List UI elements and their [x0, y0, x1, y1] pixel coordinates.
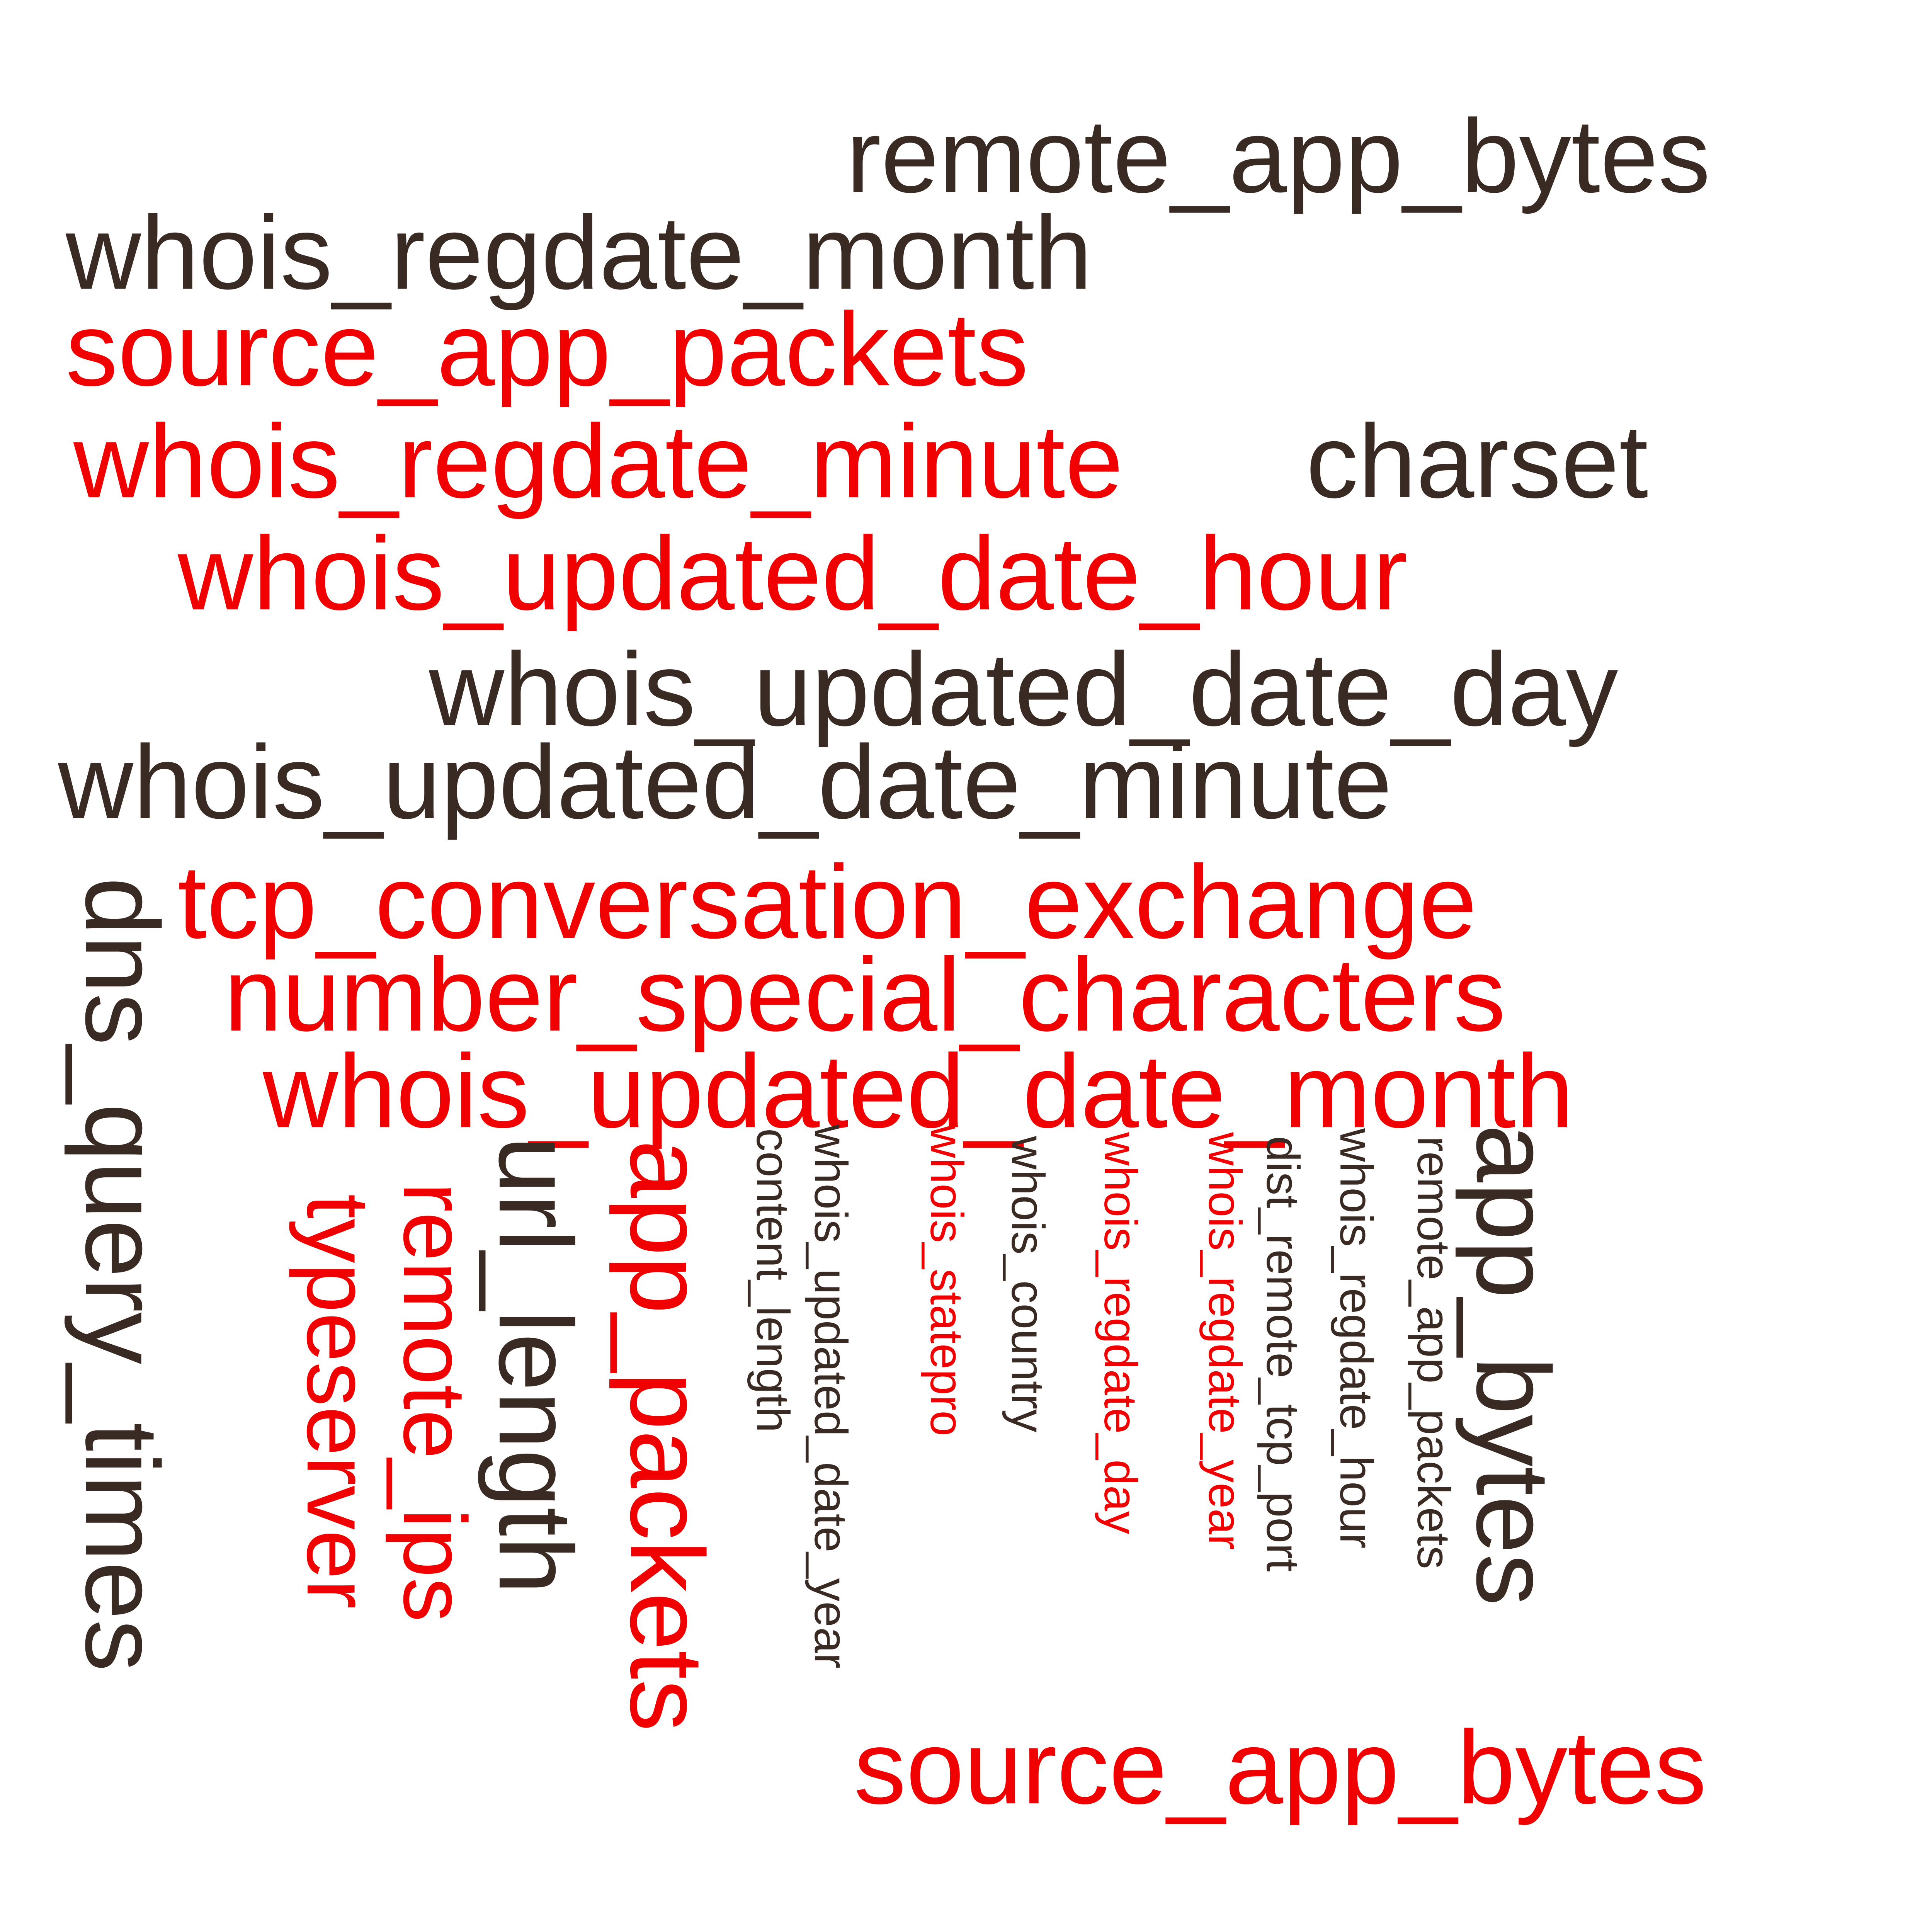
word-whois-updated-date-day: whois_updated_date_day	[429, 631, 1618, 748]
word-whois-regdate-day: whois_regdate_day	[1095, 1132, 1146, 1534]
word-whois-statepro: whois_statepro	[921, 1124, 973, 1437]
word-whois-regdate-year: whois_regdate_year	[1199, 1132, 1251, 1550]
word-whois-updated-date-month: whois_updated_date_month	[263, 1033, 1574, 1150]
word-remote-ips: remote_ips	[385, 1182, 485, 1622]
word-whois-regdate-minute: whois_regdate_minute	[73, 403, 1123, 520]
word-source-app-packets: source_app_packets	[66, 291, 1029, 408]
word-dns-query-times: dns_query_times	[64, 877, 180, 1672]
word-content-length: content_length	[747, 1128, 799, 1433]
word-url-length: url_length	[477, 1136, 594, 1594]
word-source-app-bytes: source_app_bytes	[854, 1709, 1707, 1826]
word-tcp-conversation-exchange: tcp_conversation_exchange	[178, 844, 1477, 960]
word-app-bytes: app_bytes	[1455, 1124, 1571, 1606]
word-app-packets: app_packets	[609, 1140, 725, 1732]
word-dist-remote-tcp-port: dist_remote_tcp_port	[1257, 1136, 1309, 1572]
word-number-special-characters: number_special_characters	[224, 937, 1506, 1053]
word-charset: charset	[1306, 403, 1648, 520]
word-whois-regdate-hour: whois_regdate_hour	[1330, 1128, 1382, 1549]
word-whois-updated-date-hour: whois_updated_date_hour	[178, 515, 1408, 632]
word-whois-country: whois_country	[1002, 1136, 1054, 1433]
word-whois-updated-date-minute: whois_updated_date_minute	[58, 724, 1392, 840]
word-remote-app-bytes: remote_app_bytes	[846, 98, 1711, 214]
word-typeserver: typeserver	[289, 1194, 388, 1609]
word-whois-regdate-month: whois_regdate_month	[66, 195, 1092, 311]
word-whois-updated-date-year: whois_updated_date_year	[805, 1124, 857, 1668]
word-remote-app-packets: remote_app_packets	[1408, 1136, 1459, 1569]
